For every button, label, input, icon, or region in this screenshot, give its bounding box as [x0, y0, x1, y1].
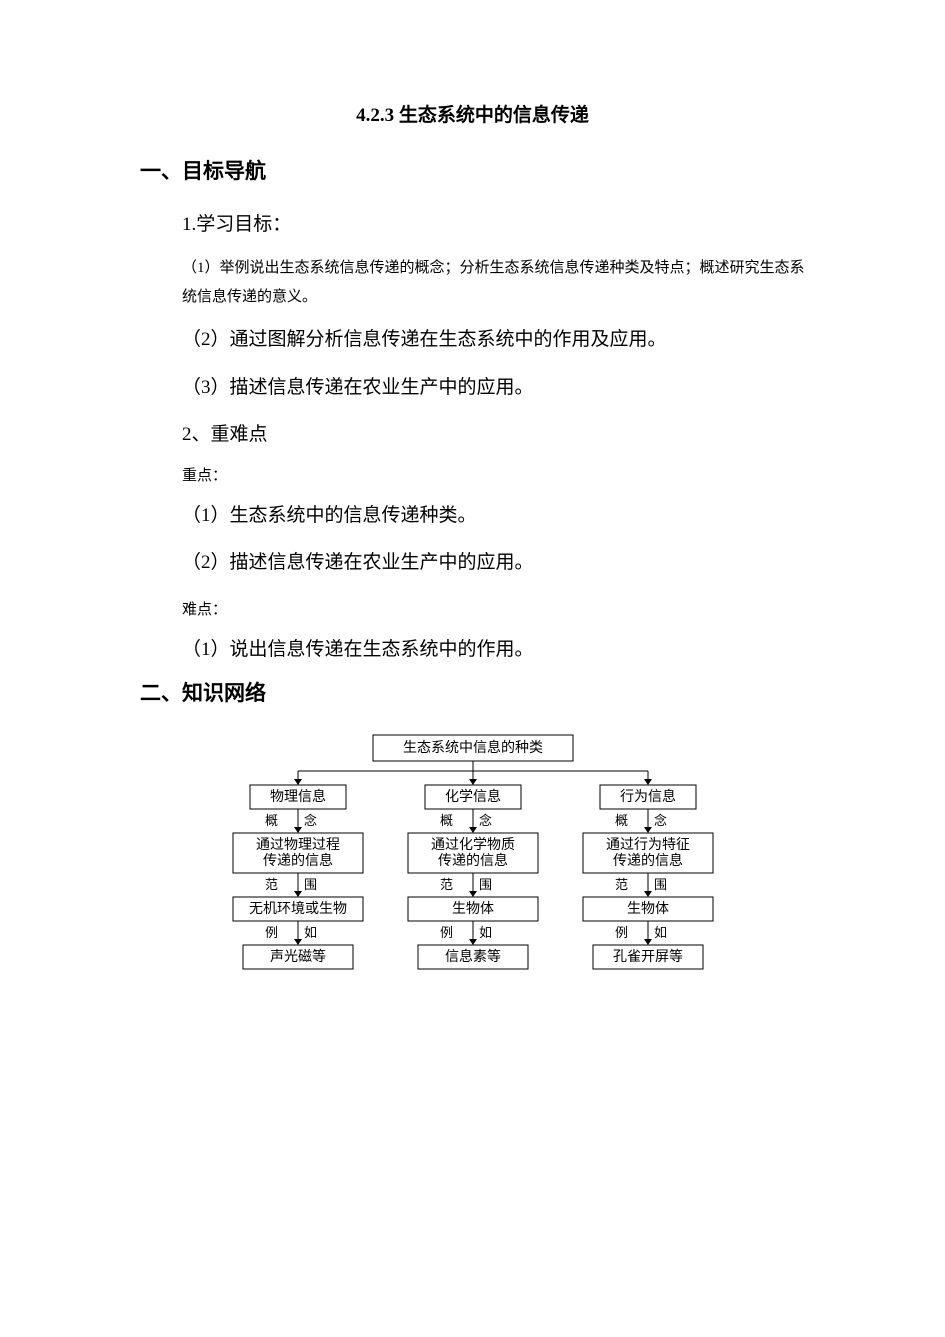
difficulty-item-1: （1）说出信息传递在生态系统中的作用。 [182, 629, 805, 671]
difficulty-label: 难点： [182, 598, 805, 619]
svg-text:生态系统中信息的种类: 生态系统中信息的种类 [403, 739, 543, 756]
page-title: 4.2.3 生态系统中的信息传递 [140, 100, 805, 127]
svg-text:概: 概 [439, 813, 452, 828]
svg-text:范: 范 [439, 877, 452, 892]
svg-text:如: 如 [654, 925, 667, 940]
svg-text:化学信息: 化学信息 [445, 788, 501, 805]
svg-text:如: 如 [304, 925, 317, 940]
svg-text:生物体: 生物体 [452, 901, 494, 917]
svg-text:通过物理过程: 通过物理过程 [256, 837, 340, 853]
svg-text:生物体: 生物体 [627, 901, 669, 917]
svg-text:声光磁等: 声光磁等 [270, 948, 326, 965]
sub2-heading: 2、重难点 [182, 419, 805, 446]
svg-text:例: 例 [614, 925, 627, 940]
svg-text:念: 念 [654, 813, 667, 828]
svg-text:传递的信息: 传递的信息 [438, 852, 508, 869]
svg-text:传递的信息: 传递的信息 [263, 852, 333, 869]
svg-text:念: 念 [304, 813, 317, 828]
svg-text:范: 范 [264, 877, 277, 892]
svg-text:概: 概 [614, 813, 627, 828]
svg-text:行为信息: 行为信息 [620, 788, 676, 805]
svg-text:围: 围 [304, 877, 317, 892]
svg-text:念: 念 [479, 813, 492, 828]
svg-text:例: 例 [439, 925, 452, 940]
svg-text:如: 如 [479, 925, 492, 940]
svg-text:围: 围 [654, 877, 667, 892]
svg-text:传递的信息: 传递的信息 [613, 852, 683, 869]
goal-item-2: （2）通过图解分析信息传递在生态系统中的作用及应用。 [182, 319, 805, 361]
svg-text:例: 例 [264, 925, 277, 940]
section2-heading: 二、知识网络 [140, 677, 805, 707]
svg-text:围: 围 [479, 877, 492, 892]
goal-item-3: （3）描述信息传递在农业生产中的应用。 [182, 367, 805, 409]
tree-diagram-svg: 生态系统中信息的种类物理信息概念通过物理过程传递的信息范围无机环境或生物例如声光… [208, 731, 738, 1031]
svg-text:范: 范 [614, 877, 627, 892]
sub1-heading: 1.学习目标： [182, 209, 805, 236]
svg-text:概: 概 [264, 813, 277, 828]
goal-item-1: （1）举例说出生态系统信息传递的概念；分析生态系统信息传递种类及特点；概述研究生… [182, 254, 805, 311]
svg-text:信息素等: 信息素等 [445, 948, 501, 965]
svg-text:通过行为特征: 通过行为特征 [606, 837, 690, 853]
knowledge-network-diagram: 生态系统中信息的种类物理信息概念通过物理过程传递的信息范围无机环境或生物例如声光… [140, 731, 805, 1031]
keypoint-label: 重点： [182, 464, 805, 485]
keypoint-item-1: （1）生态系统中的信息传递种类。 [182, 495, 805, 537]
svg-text:孔雀开屏等: 孔雀开屏等 [613, 948, 683, 965]
svg-text:无机环境或生物: 无机环境或生物 [249, 901, 347, 917]
svg-text:通过化学物质: 通过化学物质 [431, 837, 515, 853]
section1-heading: 一、目标导航 [140, 155, 805, 185]
keypoint-item-2: （2）描述信息传递在农业生产中的应用。 [182, 542, 805, 584]
svg-text:物理信息: 物理信息 [270, 788, 326, 805]
